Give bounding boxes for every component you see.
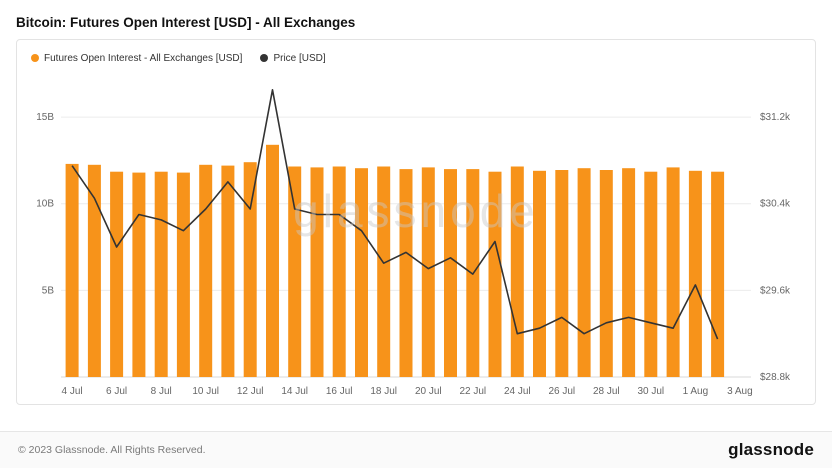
legend-swatch-open-interest	[31, 54, 39, 62]
svg-text:$28.8k: $28.8k	[760, 372, 791, 383]
svg-text:20 Jul: 20 Jul	[415, 386, 442, 397]
svg-text:24 Jul: 24 Jul	[504, 386, 531, 397]
svg-text:3 Aug: 3 Aug	[727, 386, 753, 397]
svg-text:15B: 15B	[36, 112, 54, 123]
svg-text:10 Jul: 10 Jul	[192, 386, 219, 397]
chart-canvas[interactable]: 5B 10B 15B $28.8k $29.6k $30.4k $31.2k 4 Jul 6 J…	[17, 69, 813, 401]
glassnode-logo: glassnode	[728, 440, 814, 459]
svg-text:1 Aug: 1 Aug	[683, 386, 709, 397]
footer: © 2023 Glassnode. All Rights Reserved. g…	[0, 431, 832, 468]
page-title: Bitcoin: Futures Open Interest [USD] - A…	[16, 15, 356, 30]
header: Bitcoin: Futures Open Interest [USD] - A…	[0, 0, 832, 39]
svg-text:18 Jul: 18 Jul	[370, 386, 397, 397]
legend-item-price[interactable]: Price [USD]	[260, 52, 326, 64]
svg-text:14 Jul: 14 Jul	[281, 386, 308, 397]
svg-text:$31.2k: $31.2k	[760, 112, 791, 123]
chart-legend: Futures Open Interest - All Exchanges [U…	[17, 40, 815, 69]
svg-text:26 Jul: 26 Jul	[548, 386, 575, 397]
svg-text:$30.4k: $30.4k	[760, 199, 791, 210]
svg-text:6 Jul: 6 Jul	[106, 386, 127, 397]
svg-text:$29.6k: $29.6k	[760, 285, 791, 296]
chart-container: Futures Open Interest - All Exchanges [U…	[16, 39, 816, 405]
legend-label-open-interest: Futures Open Interest - All Exchanges [U…	[44, 52, 243, 64]
legend-label-price: Price [USD]	[273, 52, 326, 64]
svg-text:10B: 10B	[36, 199, 54, 210]
legend-swatch-price	[260, 54, 269, 62]
svg-text:22 Jul: 22 Jul	[459, 386, 486, 397]
svg-text:8 Jul: 8 Jul	[151, 386, 172, 397]
copyright-text: © 2023 Glassnode. All Rights Reserved.	[18, 444, 206, 456]
svg-text:4 Jul: 4 Jul	[62, 386, 83, 397]
svg-text:28 Jul: 28 Jul	[593, 386, 620, 397]
svg-text:30 Jul: 30 Jul	[637, 386, 664, 397]
svg-text:12 Jul: 12 Jul	[237, 386, 264, 397]
svg-text:16 Jul: 16 Jul	[326, 386, 353, 397]
svg-text:5B: 5B	[42, 285, 55, 296]
legend-item-open-interest[interactable]: Futures Open Interest - All Exchanges [U…	[31, 53, 242, 64]
